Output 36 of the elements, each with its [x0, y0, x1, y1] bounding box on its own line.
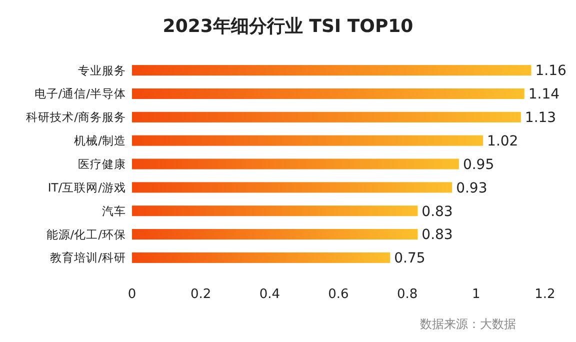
- y-tick-label: 能源/化工/环保: [46, 227, 126, 242]
- source-note: 数据来源：大数据: [420, 317, 516, 331]
- bar: [132, 65, 532, 76]
- data-label: 1.16: [535, 63, 566, 80]
- bar: [132, 112, 521, 122]
- y-tick-label: 科研技术/商务服务: [26, 110, 126, 124]
- data-label: 1.02: [487, 133, 518, 150]
- y-tick-label: 专业服务: [78, 63, 126, 78]
- bar: [132, 158, 459, 170]
- data-label: 0.95: [462, 156, 494, 173]
- chart-title: 2023年细分行业 TSI TOP10: [162, 16, 414, 37]
- x-tick-label: 0.6: [328, 287, 349, 302]
- data-label: 0.75: [394, 250, 426, 267]
- data-label: 1.13: [524, 110, 556, 126]
- y-tick-label: 教育培训/科研: [50, 250, 126, 265]
- x-tick-label: 0: [128, 287, 136, 302]
- bar: [132, 182, 452, 193]
- bar: [132, 206, 418, 216]
- bar: [132, 252, 390, 263]
- data-label: 0.83: [422, 227, 453, 244]
- x-tick-label: 0.4: [259, 287, 280, 302]
- x-tick-label: 1.2: [534, 287, 556, 302]
- y-tick-label: 电子/通信/半导体: [34, 86, 126, 101]
- data-label: 0.83: [422, 204, 453, 220]
- x-tick-label: 0.2: [190, 287, 212, 302]
- y-tick-label: 汽车: [102, 204, 126, 218]
- x-tick-label: 0.8: [396, 287, 418, 302]
- y-tick-label: 医疗健康: [78, 157, 126, 172]
- bar: [132, 229, 418, 240]
- data-label: 0.93: [456, 180, 488, 196]
- bar: [132, 135, 484, 146]
- x-tick-label: 1: [472, 287, 480, 302]
- bar: [132, 88, 524, 99]
- data-label: 1.14: [528, 86, 560, 103]
- y-tick-label: 机械/制造: [74, 134, 126, 148]
- y-tick-label: IT/互联网/游戏: [48, 180, 126, 194]
